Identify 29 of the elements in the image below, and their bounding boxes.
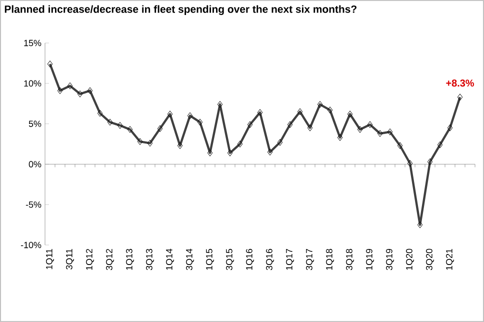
y-tick-label: 15% bbox=[24, 40, 42, 46]
x-tick-label: 3Q13 bbox=[146, 248, 154, 270]
x-tick-label: 3Q20 bbox=[426, 248, 434, 270]
x-tick-label: 1Q16 bbox=[246, 248, 254, 270]
y-tick-label: -5% bbox=[26, 201, 42, 208]
x-tick-label: 3Q12 bbox=[106, 248, 114, 270]
x-tick-label: 3Q18 bbox=[346, 248, 354, 270]
x-tick-label: 1Q19 bbox=[366, 248, 374, 270]
annotation: +8.3% bbox=[446, 80, 474, 87]
x-tick-label: 3Q11 bbox=[66, 248, 74, 270]
y-tick-label: 5% bbox=[28, 120, 42, 127]
x-tick-label: 1Q14 bbox=[166, 248, 174, 270]
x-tick-label: 3Q17 bbox=[306, 248, 314, 270]
x-tick-label: 3Q19 bbox=[386, 248, 394, 270]
x-tick-label: 3Q14 bbox=[186, 248, 194, 270]
x-tick-label: 1Q21 bbox=[446, 248, 454, 270]
y-tick-label: 10% bbox=[24, 80, 42, 87]
x-tick-label: 1Q18 bbox=[326, 248, 334, 270]
y-tick-label: -10% bbox=[20, 242, 42, 248]
x-tick-label: 1Q11 bbox=[46, 248, 54, 270]
x-tick-label: 1Q17 bbox=[286, 248, 294, 270]
x-tick-label: 1Q20 bbox=[406, 248, 414, 270]
x-tick-label: 1Q13 bbox=[126, 248, 134, 270]
x-tick-label: 1Q12 bbox=[86, 248, 94, 270]
chart-title: Planned increase/decrease in fleet spending over the next six months? bbox=[4, 5, 356, 15]
x-tick-label: 3Q16 bbox=[266, 248, 274, 270]
x-tick-label: 3Q15 bbox=[226, 248, 234, 270]
x-tick-label: 1Q15 bbox=[206, 248, 214, 270]
y-tick-label: 0% bbox=[28, 161, 42, 168]
